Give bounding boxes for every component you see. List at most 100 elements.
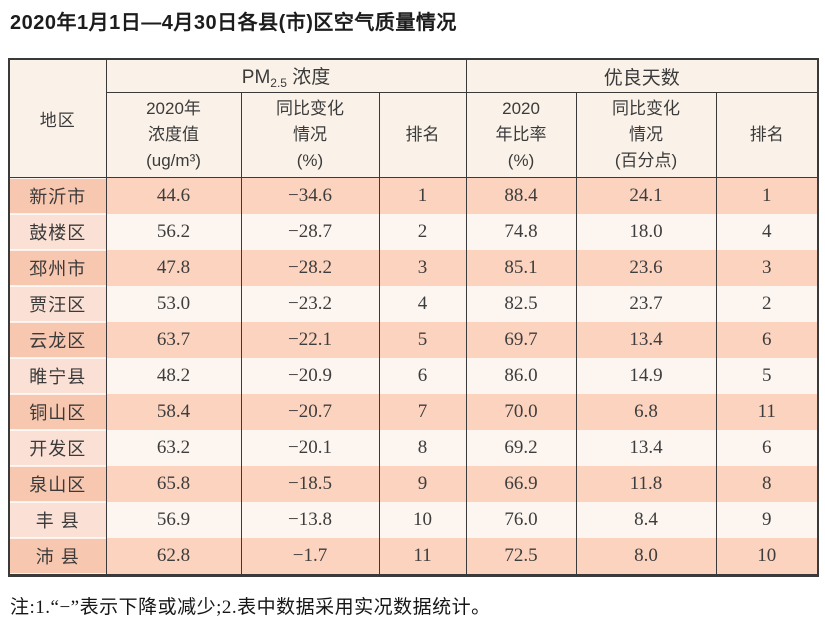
table-row: 邳州市 47.8 −28.2 3 85.1 23.6 3 xyxy=(8,250,819,286)
cell-good_change: 13.4 xyxy=(575,430,717,466)
cell-region: 鼓楼区 xyxy=(8,214,107,250)
group-header-row: 地区 PM2.5 浓度 优良天数 xyxy=(8,58,819,178)
cell-good_ratio: 86.0 xyxy=(465,358,577,394)
column-header-region: 地区 xyxy=(8,58,107,178)
cell-good_ratio: 69.7 xyxy=(465,322,577,358)
sub-header-row: 2020年 浓度值 (ug/m³) 同比变化 情况 (%) 排名 2020 年比… xyxy=(9,92,819,178)
cell-pm_change: −18.5 xyxy=(240,466,380,502)
cell-region: 开发区 xyxy=(8,430,107,466)
cell-good_ratio: 70.0 xyxy=(465,394,577,430)
cell-region: 睢宁县 xyxy=(8,358,107,394)
cell-good_ratio: 66.9 xyxy=(465,466,577,502)
cell-pm_change: −20.1 xyxy=(240,430,380,466)
cell-pm_rank: 9 xyxy=(378,466,467,502)
cell-good_change: 23.7 xyxy=(575,286,717,322)
cell-good_change: 14.9 xyxy=(575,358,717,394)
cell-good_rank: 11 xyxy=(715,394,819,430)
cell-pm_rank: 11 xyxy=(378,538,467,576)
cell-pm_change: −22.1 xyxy=(240,322,380,358)
cell-good_ratio: 76.0 xyxy=(465,502,577,538)
cell-pm_rank: 10 xyxy=(378,502,467,538)
column-header-pm-value: 2020年 浓度值 (ug/m³) xyxy=(105,92,242,178)
cell-region: 云龙区 xyxy=(8,322,107,358)
column-header-good-ratio: 2020 年比率 (%) xyxy=(465,92,577,178)
cell-pm_change: −34.6 xyxy=(240,177,380,214)
cell-pm_rank: 8 xyxy=(378,430,467,466)
cell-good_change: 11.8 xyxy=(575,466,717,502)
cell-pm_value: 48.2 xyxy=(105,358,242,394)
cell-pm_value: 58.4 xyxy=(105,394,242,430)
cell-region: 丰 县 xyxy=(8,502,107,538)
table-row: 云龙区 63.7 −22.1 5 69.7 13.4 6 xyxy=(8,322,819,358)
cell-pm_rank: 6 xyxy=(378,358,467,394)
group-header-good-days: 优良天数 xyxy=(465,58,819,93)
cell-pm_rank: 1 xyxy=(378,177,467,214)
table-body: 新沂市 44.6 −34.6 1 88.4 24.1 1 鼓楼区 56.2 −28.7 2 74.8 1… xyxy=(8,177,819,576)
cell-region: 邳州市 xyxy=(8,250,107,286)
cell-pm_change: −23.2 xyxy=(240,286,380,322)
cell-pm_rank: 7 xyxy=(378,394,467,430)
cell-good_ratio: 74.8 xyxy=(465,214,577,250)
cell-good_ratio: 85.1 xyxy=(465,250,577,286)
cell-good_rank: 3 xyxy=(715,250,819,286)
table-row: 丰 县 56.9 −13.8 10 76.0 8.4 9 xyxy=(8,502,819,538)
cell-good_change: 23.6 xyxy=(575,250,717,286)
column-header-good-change: 同比变化 情况 (百分点) xyxy=(575,92,717,178)
cell-good_change: 8.0 xyxy=(575,538,717,576)
cell-pm_value: 63.2 xyxy=(105,430,242,466)
table-row: 沛 县 62.8 −1.7 11 72.5 8.0 10 xyxy=(8,538,819,576)
cell-region: 沛 县 xyxy=(8,538,107,576)
table-row: 鼓楼区 56.2 −28.7 2 74.8 18.0 4 xyxy=(8,214,819,250)
cell-good_ratio: 69.2 xyxy=(465,430,577,466)
cell-good_rank: 10 xyxy=(715,538,819,576)
cell-pm_change: −20.9 xyxy=(240,358,380,394)
cell-pm_value: 44.6 xyxy=(105,177,242,214)
cell-pm_value: 62.8 xyxy=(105,538,242,576)
group-header-pm25: PM2.5 浓度 xyxy=(105,58,467,93)
cell-pm_change: −1.7 xyxy=(240,538,380,576)
page-title: 2020年1月1日—4月30日各县(市)区空气质量情况 xyxy=(10,12,457,34)
table-row: 泉山区 65.8 −18.5 9 66.9 11.8 8 xyxy=(8,466,819,502)
cell-good_rank: 8 xyxy=(715,466,819,502)
table-row: 贾汪区 53.0 −23.2 4 82.5 23.7 2 xyxy=(8,286,819,322)
air-quality-table: 地区 PM2.5 浓度 优良天数 2020年 浓度值 (ug/m³) 同比变化 … xyxy=(8,58,820,577)
pm25-label-prefix: PM xyxy=(241,67,271,88)
cell-region: 新沂市 xyxy=(8,177,107,214)
pm25-label-suffix: 浓度 xyxy=(286,67,331,88)
cell-good_change: 8.4 xyxy=(575,502,717,538)
cell-region: 泉山区 xyxy=(8,466,107,502)
cell-good_change: 13.4 xyxy=(575,322,717,358)
cell-pm_change: −28.7 xyxy=(240,214,380,250)
cell-good_rank: 5 xyxy=(715,358,819,394)
cell-pm_value: 56.9 xyxy=(105,502,242,538)
cell-pm_change: −28.2 xyxy=(240,250,380,286)
cell-good_ratio: 82.5 xyxy=(465,286,577,322)
cell-good_ratio: 72.5 xyxy=(465,538,577,576)
cell-pm_value: 47.8 xyxy=(105,250,242,286)
table-row: 开发区 63.2 −20.1 8 69.2 13.4 6 xyxy=(8,430,819,466)
column-header-pm-rank: 排名 xyxy=(378,92,467,178)
cell-pm_value: 63.7 xyxy=(105,322,242,358)
cell-good_change: 6.8 xyxy=(575,394,717,430)
cell-pm_rank: 4 xyxy=(378,286,467,322)
cell-good_rank: 9 xyxy=(715,502,819,538)
cell-pm_value: 53.0 xyxy=(105,286,242,322)
cell-good_ratio: 88.4 xyxy=(465,177,577,214)
cell-good_change: 24.1 xyxy=(575,177,717,214)
cell-pm_value: 56.2 xyxy=(105,214,242,250)
pm25-label-subscript: 2.5 xyxy=(270,76,287,90)
cell-region: 贾汪区 xyxy=(8,286,107,322)
cell-good_rank: 4 xyxy=(715,214,819,250)
cell-pm_value: 65.8 xyxy=(105,466,242,502)
cell-good_rank: 6 xyxy=(715,430,819,466)
table-row: 铜山区 58.4 −20.7 7 70.0 6.8 11 xyxy=(8,394,819,430)
cell-good_change: 18.0 xyxy=(575,214,717,250)
cell-good_rank: 2 xyxy=(715,286,819,322)
cell-good_rank: 1 xyxy=(715,177,819,214)
cell-pm_rank: 2 xyxy=(378,214,467,250)
table-header: 地区 PM2.5 浓度 优良天数 2020年 浓度值 (ug/m³) 同比变化 … xyxy=(8,58,819,178)
column-header-pm-change: 同比变化 情况 (%) xyxy=(240,92,380,178)
footnote: 注:1.“−”表示下降或减少;2.表中数据采用实况数据统计。 xyxy=(10,597,491,618)
cell-pm_change: −20.7 xyxy=(240,394,380,430)
